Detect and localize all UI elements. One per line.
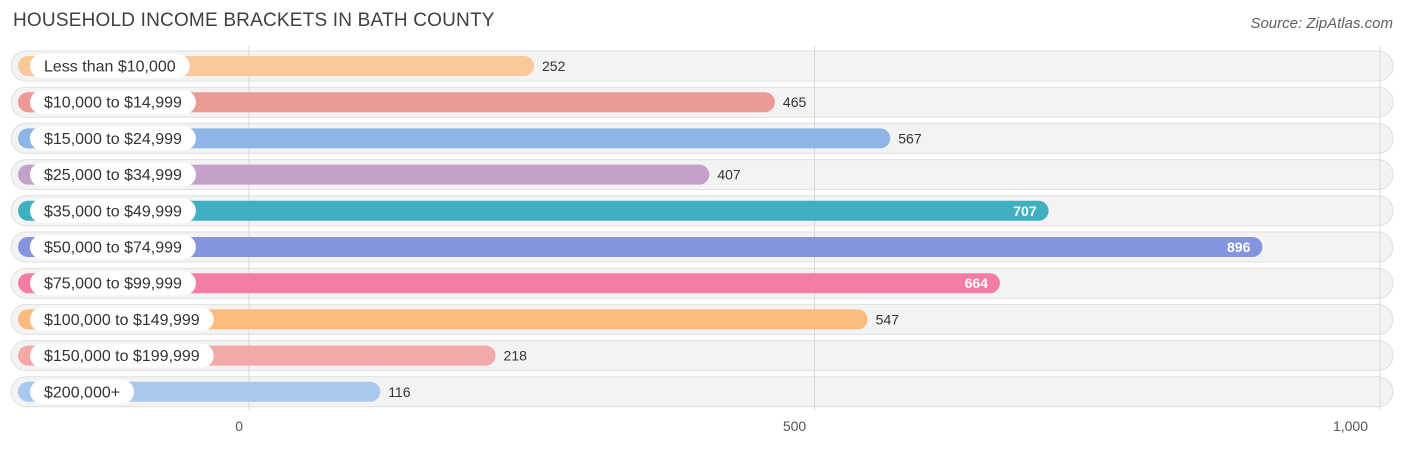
bar	[18, 273, 1000, 294]
value-label: 252	[542, 58, 566, 74]
tick-label: 500	[783, 418, 807, 434]
category-pill	[30, 162, 196, 187]
bar	[18, 200, 1049, 221]
chart-title: HOUSEHOLD INCOME BRACKETS IN BATH COUNTY	[13, 10, 495, 31]
value-label: 465	[783, 94, 807, 110]
category-pill	[30, 126, 196, 151]
x-axis-ticks: 0 500 1,000	[235, 418, 1368, 434]
category-pill	[30, 235, 196, 259]
category-label: $150,000 to $199,999	[44, 348, 200, 365]
bar	[18, 92, 775, 113]
category-label: $10,000 to $14,999	[44, 95, 182, 112]
category-label: $15,000 to $24,999	[44, 131, 182, 148]
category-label: $25,000 to $34,999	[44, 167, 182, 184]
bar	[18, 309, 868, 330]
value-label: 116	[388, 384, 411, 400]
category-pill	[30, 271, 196, 296]
tick-label: 1,000	[1333, 418, 1368, 434]
chart-source: Source: ZipAtlas.com	[1250, 15, 1393, 32]
value-label: 896	[1227, 239, 1251, 255]
value-label: 218	[504, 348, 528, 364]
category-label: $35,000 to $49,999	[44, 203, 182, 220]
category-label: $200,000+	[44, 384, 120, 401]
category-label: Less than $10,000	[44, 59, 176, 76]
bar-rows: Less than $10,000 252 $10,000 to $14,999 46…	[10, 46, 1394, 410]
category-pill	[30, 379, 135, 404]
value-label: 567	[898, 130, 922, 146]
value-label: 664	[965, 275, 989, 291]
value-label: 407	[717, 167, 741, 183]
category-pill	[30, 198, 196, 223]
value-label: 547	[876, 311, 900, 327]
value-label: 707	[1013, 203, 1037, 219]
category-pill	[30, 54, 190, 78]
category-pill	[30, 307, 214, 332]
category-pill	[30, 90, 196, 115]
category-label: $75,000 to $99,999	[44, 276, 182, 293]
bar	[18, 128, 891, 149]
bar	[18, 237, 1263, 257]
category-pill	[30, 343, 214, 368]
category-label: $100,000 to $149,999	[44, 312, 200, 329]
tick-label: 0	[235, 418, 243, 434]
category-label: $50,000 to $74,999	[44, 240, 182, 257]
